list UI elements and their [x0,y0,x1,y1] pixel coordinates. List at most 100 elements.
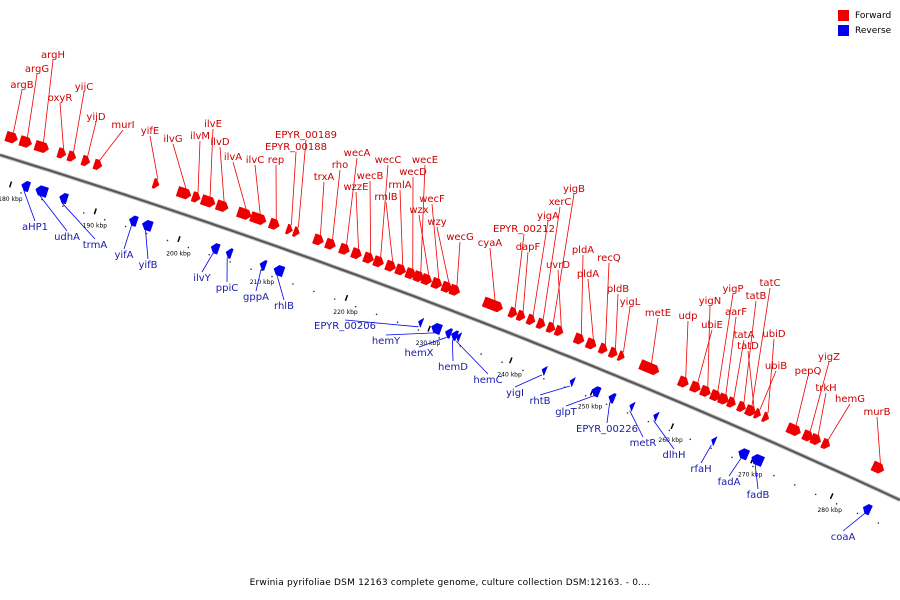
forward-gene-leader [355,191,359,250]
forward-gene-leader [385,201,394,262]
kbp-tick-mark [177,236,181,243]
legend: Forward Reverse [838,8,891,38]
reverse-gene-label: rhlB [274,301,294,312]
reverse-gene-leader [606,402,611,424]
forward-gene-block [175,186,192,200]
kbp-tick-mark [509,357,513,364]
forward-gene-leader [197,140,201,193]
forward-gene-label: argH [41,50,65,61]
forward-gene-leader [707,305,711,388]
reverse-gene-block [128,215,139,227]
forward-gene-leader [87,121,97,157]
forward-gene-label: tatC [760,278,781,289]
forward-gene-block [430,276,443,289]
reverse-gene-leader [39,195,68,232]
forward-gene-label: rho [332,160,348,171]
reverse-gene-leader [451,339,454,362]
track-dot [584,394,587,397]
forward-gene-leader [254,164,261,215]
forward-gene-label: ilvA [224,152,242,163]
forward-gene-block [870,460,885,474]
forward-gene-block [324,237,336,250]
forward-gene-leader [817,392,827,436]
forward-gene-block [312,233,324,246]
forward-gene-block [638,359,660,376]
reverse-gene-block [210,243,221,255]
track-dot [689,438,692,441]
track-dot [292,283,294,285]
reverse-swatch [838,25,849,36]
forward-gene-leader [717,293,734,392]
legend-reverse-label: Reverse [855,25,892,36]
reverse-gene-leader [385,332,435,336]
forward-gene-leader [27,73,38,138]
forward-gene-block [350,247,362,260]
kbp-ticks: 180 kbp 190 kbp 200 kbp 210 kbp 220 kbp 230 k… [0,181,880,524]
forward-gene-leader [725,316,737,395]
track-dot [20,192,22,194]
track-dot [417,329,420,331]
legend-forward-label: Forward [855,10,892,21]
forward-gene-block [735,400,746,412]
forward-gene-block [553,324,564,337]
forward-gene-block [535,317,546,329]
track-dot [835,503,838,505]
track-dot [626,412,629,414]
forward-gene-leader [290,151,297,226]
forward-gene-leader [623,306,631,352]
reverse-gene-block [608,393,617,404]
forward-gene-block [688,380,701,393]
kbp-tick-label: 270 kbp [738,471,763,478]
forward-gene-block [291,226,300,237]
forward-gene-block [572,332,585,345]
reverse-gene-label: trmA [83,240,108,251]
reverse-gene-label: yigI [506,388,524,399]
forward-gene-label: rmlA [388,180,411,191]
kbp-tick-mark [8,181,13,188]
forward-gene-block [4,130,18,144]
forward-gene-label: metE [645,308,671,319]
kbp-tick-mark [93,208,97,215]
forward-gene-label: rep [268,155,284,166]
kbp-tick-mark [427,325,431,332]
track-dot [187,246,190,249]
forward-gene-block [785,422,801,437]
forward-gene-leader [99,129,124,161]
track-dot [814,493,817,496]
forward-gene-label: wecG [446,232,474,243]
reverse-gene-leader [842,513,865,532]
backbone-shadow [0,153,900,502]
forward-gene-block [507,306,518,318]
track-dot [82,212,85,214]
forward-gene-block [384,259,396,272]
reverse-gene-block [418,317,425,329]
reverse-gene-leader [456,340,489,375]
reverse-gene-block [451,330,460,342]
reverse-gene-block [141,219,154,232]
forward-gene-label: tatA [734,330,755,341]
track-dot [773,474,775,477]
reverse-gene-leader [255,269,262,292]
forward-gene-label: wzzE [344,182,369,193]
forward-gene-block [752,407,761,419]
kbp-tick-label: 220 kbp [333,309,358,316]
forward-gene-leader [751,287,771,407]
forward-gene-leader [743,300,757,403]
forward-gene-leader [209,128,214,197]
forward-gene-label: pldA [572,245,594,256]
forward-gene-leader [431,203,440,279]
forward-gene-block [362,251,374,264]
forward-gene-label: ilvC [246,155,264,166]
track-dot [668,429,671,432]
forward-gene-leader [232,161,247,210]
forward-gene-leader [149,135,159,180]
kbp-tick-mark [829,493,834,500]
kbp-tick-label: 190 kbp [83,223,108,230]
track-dot [396,321,399,323]
track-dot [710,447,712,450]
reverse-gene-leader [653,420,675,450]
forward-gene-leader [685,320,689,378]
reverse-gene-label: glpT [555,407,577,418]
forward-gene-leader [587,278,594,340]
